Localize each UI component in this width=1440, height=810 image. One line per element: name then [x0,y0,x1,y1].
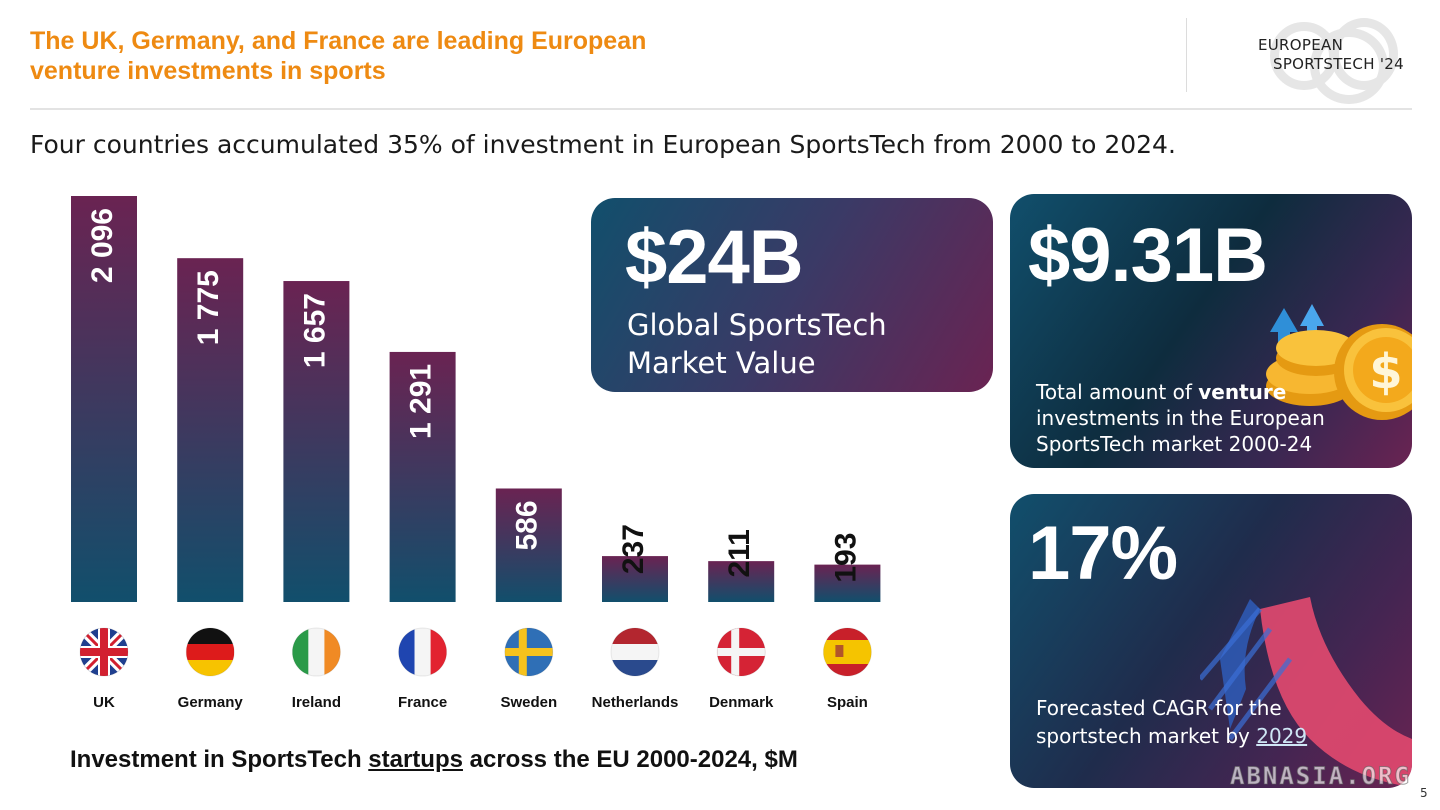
logo-text-line1: EUROPEAN [1258,36,1344,54]
cagr-card: 17% Forecasted CAGR for the sportstech m… [1010,494,1412,788]
market-value-label-line2: Market Value [627,346,816,380]
bar-sweden [495,488,562,602]
category-label: Ireland [292,694,341,711]
market-value-label: Global SportsTech Market Value [627,306,967,382]
event-logo: EUROPEAN SPORTSTECH '24 [1230,18,1420,104]
flag-ireland-icon [291,627,341,677]
caption-before: Investment in SportsTech [70,746,369,773]
bar-value-label: 586 [511,500,544,550]
venture-total-figure: $9.31B [1028,213,1268,298]
category-label: Sweden [500,694,557,711]
page-number: 5 [1420,786,1428,800]
venture-text-bold: venture [1198,380,1287,404]
category-label: UK [93,694,115,711]
cagr-text-underlined: 2029 [1256,724,1308,748]
bar-ireland [283,281,350,602]
header-divider [1186,18,1187,92]
bar-spain [814,564,881,602]
category-label: Germany [178,694,244,711]
logo-ring-icon [1330,18,1398,90]
bar-value-label: 193 [829,533,862,583]
venture-total-description: Total amount of venture investments in t… [1036,379,1366,457]
venture-text-before: Total amount of [1036,380,1199,404]
bar-denmark [708,561,775,602]
cagr-description: Forecasted CAGR for the sportstech marke… [1036,694,1366,750]
flag-france-icon [398,627,448,677]
svg-text:$: $ [1369,344,1402,400]
caption-underlined: startups [368,746,463,773]
header-rule [30,108,1412,110]
market-value-figure: $24B [625,215,804,300]
venture-total-card: $9.31B $ Total amount of venture investm… [1010,194,1412,468]
bar-value-label: 1 291 [405,364,438,439]
page-title: The UK, Germany, and France are leading … [30,26,790,86]
flag-spain-icon [822,627,872,677]
chart-caption: Investment in SportsTech startups across… [70,746,798,774]
flag-uk-icon [79,627,129,677]
cagr-text-before: Forecasted CAGR for the sportstech marke… [1036,696,1282,748]
category-label: Netherlands [592,694,679,711]
investment-bar-chart: 2 096 UK 1 775 Germany 1 657 Ireland 1 291 Fran… [71,196,881,711]
bar-value-label: 211 [723,529,756,577]
market-value-card: $24B Global SportsTech Market Value [591,198,993,392]
category-label: France [398,694,447,711]
cagr-figure: 17% [1028,511,1178,596]
bar-germany [177,258,244,602]
flag-netherlands-icon [610,627,660,677]
coin-arrows-icon: $ [1266,304,1412,420]
category-label: Spain [827,694,868,711]
venture-text-after: investments in the European SportsTech m… [1036,406,1325,456]
category-label: Denmark [709,694,774,711]
page-title-line2: venture investments in sports [30,57,386,85]
watermark-text: ABNASIA.ORG [1230,762,1411,791]
logo-text-line2: SPORTSTECH '24 [1273,55,1404,73]
flag-sweden-icon [504,627,554,677]
swoosh-shape-icon [1200,597,1412,787]
flag-germany-icon [185,627,235,677]
market-value-label-line1: Global SportsTech [627,308,887,342]
page-title-line1: The UK, Germany, and France are leading … [30,27,647,55]
bar-netherlands [602,556,668,602]
bar-value-label: 2 096 [86,208,119,283]
bar-value-label: 237 [617,524,650,574]
bar-value-label: 1 775 [192,270,225,345]
bar-uk [71,196,137,602]
page-subtitle: Four countries accumulated 35% of invest… [30,130,1176,159]
bar-france [389,351,456,602]
flag-denmark-icon [716,627,766,677]
bar-value-label: 1 657 [298,293,331,368]
caption-after: across the EU 2000-2024, $M [462,746,798,773]
